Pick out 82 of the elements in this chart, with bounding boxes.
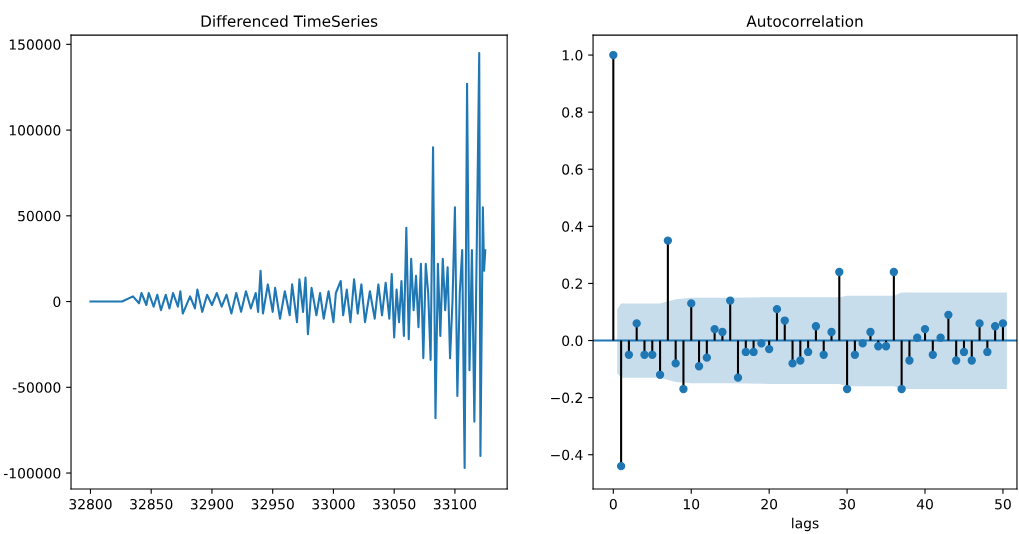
point [640, 350, 649, 359]
point [679, 384, 688, 394]
point [850, 350, 860, 359]
point [858, 339, 867, 348]
point [733, 373, 743, 382]
x-tick-label: 30 [839, 498, 855, 510]
x-tick-label: 32850 [130, 498, 173, 510]
y-tick-label: −0.4 [551, 449, 583, 461]
point [959, 347, 969, 357]
point [928, 350, 937, 359]
point [788, 359, 797, 368]
point [983, 347, 992, 357]
point [757, 339, 766, 348]
point [990, 322, 1000, 331]
point [881, 342, 891, 351]
chart-title: Differenced TimeSeries [201, 15, 378, 27]
x-tick-label: 10 [683, 498, 700, 510]
y-tick-label: -100000 [3, 468, 61, 479]
point [702, 353, 711, 362]
y-tick-label: 0.2 [562, 278, 582, 289]
point [819, 350, 828, 359]
y-tick-label: 1.0 [562, 50, 583, 61]
point [796, 356, 805, 365]
point [741, 347, 750, 357]
point [936, 333, 945, 342]
point [749, 347, 758, 357]
x-tick-label: 33050 [373, 498, 416, 510]
point [975, 319, 984, 328]
point [772, 304, 782, 314]
x-tick-label: 32950 [251, 498, 294, 510]
point [671, 359, 680, 368]
y-tick-label: 100000 [9, 125, 61, 136]
point [764, 344, 774, 354]
point [803, 347, 813, 357]
point [998, 319, 1008, 328]
point [827, 327, 836, 337]
y-tick-label: 0.6 [562, 164, 583, 175]
x-tick-label: 0 [609, 498, 617, 510]
point [944, 310, 953, 320]
point [967, 356, 976, 365]
x-tick-label: 40 [916, 498, 933, 510]
x-tick-label: 33100 [433, 498, 477, 510]
y-tick-label: 0.4 [562, 221, 583, 232]
point [866, 327, 875, 337]
point [897, 384, 906, 394]
point [624, 350, 634, 359]
point [835, 267, 844, 277]
x-tick-label: 32900 [190, 498, 234, 510]
point [632, 319, 641, 328]
point [609, 50, 618, 60]
point [687, 299, 696, 308]
point [655, 370, 665, 379]
y-tick-label: 0.8 [562, 107, 583, 118]
point [616, 461, 626, 471]
point [913, 333, 922, 342]
y-tick-label: 150000 [9, 39, 61, 50]
y-tick-label: -50000 [12, 382, 61, 393]
point [648, 350, 657, 359]
point [905, 356, 914, 365]
point [718, 327, 727, 337]
point [889, 267, 899, 277]
point [811, 322, 821, 331]
y-tick-label: 50000 [18, 210, 61, 222]
line-series [89, 51, 487, 469]
point [874, 342, 883, 351]
point [920, 324, 930, 334]
x-tick-label: 20 [761, 498, 778, 510]
y-tick-label: 0 [53, 296, 61, 308]
point [663, 236, 673, 245]
chart-title: Autocorrelation [746, 15, 863, 27]
x-axis-title: lags [792, 517, 819, 532]
point [780, 316, 789, 325]
point [710, 324, 719, 334]
x-tick-label: 32800 [69, 498, 112, 510]
point [842, 384, 852, 394]
y-tick-label: −0.2 [551, 392, 582, 404]
point [952, 356, 961, 365]
x-tick-label: 50 [995, 498, 1011, 510]
y-tick-label: 0.0 [562, 335, 583, 347]
x-tick-label: 33000 [312, 498, 355, 510]
point [726, 296, 735, 305]
point [694, 362, 704, 371]
